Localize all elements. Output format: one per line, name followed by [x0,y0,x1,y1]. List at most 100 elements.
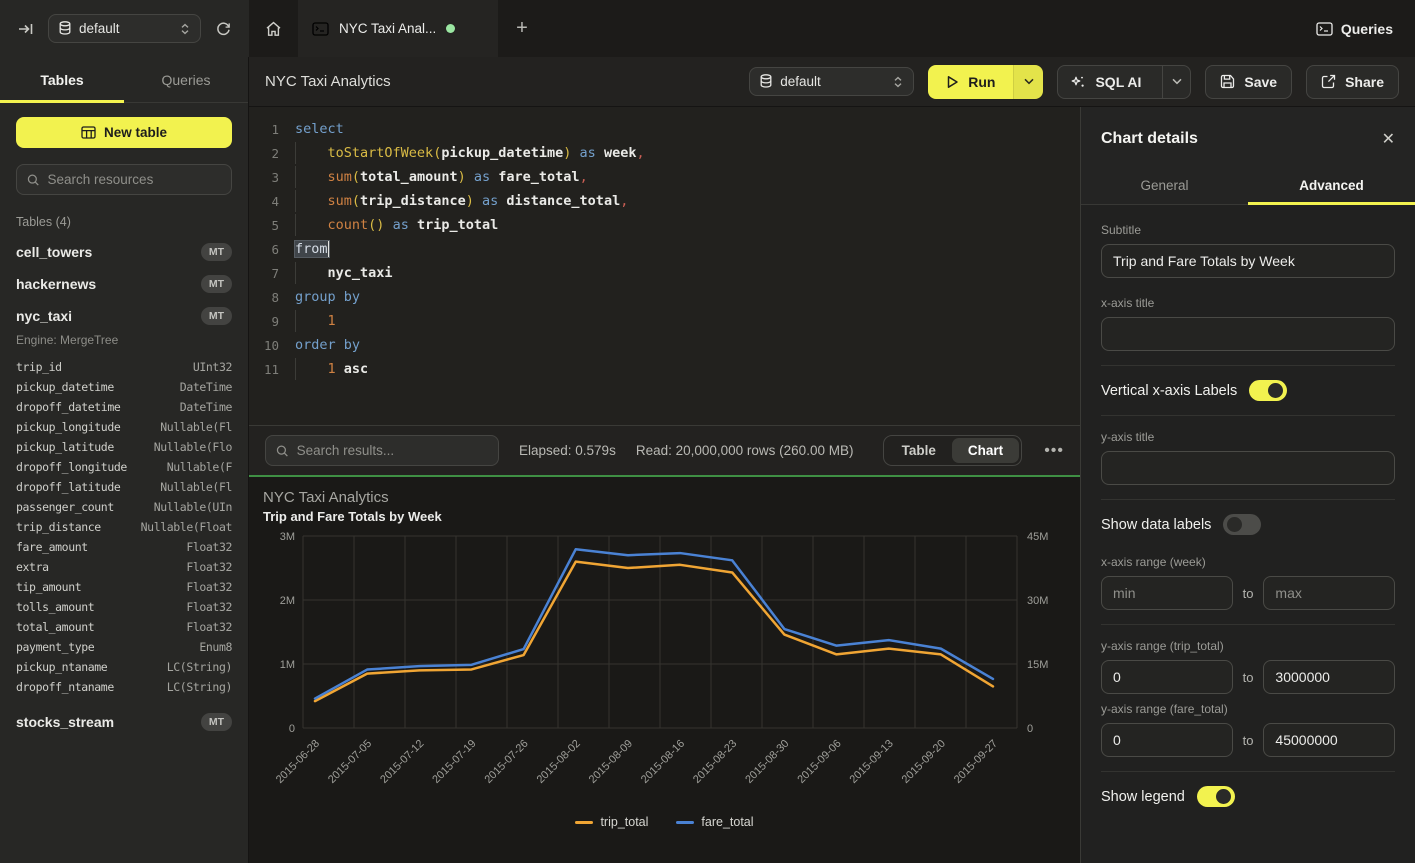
show-data-labels-label: Show data labels [1101,516,1212,533]
sidebar-search-input[interactable] [47,172,221,187]
tab-nyc-taxi-analytics[interactable]: NYC Taxi Anal... [298,0,498,57]
column-row[interactable]: passenger_count Nullable(UIn [16,500,232,514]
column-row[interactable]: pickup_longitude Nullable(Fl [16,420,232,434]
column-row[interactable]: tolls_amount Float32 [16,600,232,614]
column-row[interactable]: total_amount Float32 [16,620,232,634]
svg-text:2015-08-02: 2015-08-02 [535,738,583,786]
panel-body: Subtitle x-axis title Vertical x-axis La… [1081,205,1415,863]
tab-general[interactable]: General [1081,167,1248,204]
legend-item-fare_total[interactable]: fare_total [676,815,754,829]
topbar-database-selector[interactable]: default [48,14,201,43]
run-button[interactable]: Run [928,64,1014,99]
x-axis-title-input[interactable] [1101,317,1395,351]
column-row[interactable]: pickup_ntaname LC(String) [16,660,232,674]
results-more-button[interactable]: ••• [1044,441,1064,459]
y-range-trip-min-input[interactable] [1101,660,1233,694]
x-range-min-input[interactable] [1101,576,1233,610]
show-legend-toggle[interactable] [1196,786,1235,807]
svg-text:2015-06-28: 2015-06-28 [274,738,322,786]
sidebar-tab-tables[interactable]: Tables [0,57,124,103]
close-icon[interactable]: ✕ [1381,131,1395,148]
svg-text:2015-09-20: 2015-09-20 [900,738,948,786]
tab-advanced[interactable]: Advanced [1248,167,1415,205]
column-row[interactable]: dropoff_ntaname LC(String) [16,680,232,694]
svg-text:2015-08-16: 2015-08-16 [639,738,687,786]
topbar-database-value: default [79,21,120,36]
svg-text:2015-07-19: 2015-07-19 [430,738,478,786]
table-item-stocks-stream[interactable]: stocks_stream MT [16,713,232,731]
elapsed-time: Elapsed: 0.579s [519,443,616,458]
play-icon [948,75,958,88]
home-button[interactable] [249,0,298,57]
sql-editor[interactable]: 1 select 2 toStartOfWeek(pickup_datetime) … [249,107,1080,425]
table-item-hackernews[interactable]: hackernews MT [16,275,232,293]
y-range-fare-max-input[interactable] [1263,723,1395,757]
column-row[interactable]: fare_amount Float32 [16,540,232,554]
sidebar-search[interactable] [16,164,232,195]
collapse-sidebar-button[interactable] [12,15,40,43]
column-row[interactable]: payment_type Enum8 [16,640,232,654]
legend-item-trip_total[interactable]: trip_total [575,815,648,829]
toolbar-database-selector[interactable]: default [749,67,915,96]
main-area: NYC Taxi Analytics default Run [249,57,1415,863]
column-row[interactable]: extra Float32 [16,560,232,574]
home-icon [266,21,281,36]
column-row[interactable]: pickup_latitude Nullable(Flo [16,440,232,454]
save-button[interactable]: Save [1205,64,1293,99]
column-row[interactable]: trip_id UInt32 [16,360,232,374]
save-label: Save [1244,73,1278,90]
chevron-down-icon [1172,78,1182,85]
query-terminal-icon [312,21,329,36]
table-item-cell-towers[interactable]: cell_towers MT [16,243,232,261]
column-row[interactable]: trip_distance Nullable(Float [16,520,232,534]
chart-legend[interactable]: trip_total fare_total [263,815,1066,829]
chart-plot-area: 0 0 1M 15M 2M 30M 3M 45M 2015-06-28 2015-07-05 201… [263,528,1066,829]
chevron-down-icon [1024,78,1034,85]
tables-section-title: Tables (4) [16,215,71,229]
column-row[interactable]: dropoff_datetime DateTime [16,400,232,414]
engine-badge: MT [200,275,232,293]
queries-button[interactable]: Queries [1316,21,1393,37]
y-range-fare-min-input[interactable] [1101,723,1233,757]
results-search-input[interactable] [296,443,488,458]
svg-text:2015-09-27: 2015-09-27 [952,738,1000,786]
table-engine-label: Engine: MergeTree [16,333,119,347]
results-search[interactable] [265,435,499,466]
share-button[interactable]: Share [1306,64,1399,99]
y-range-trip-max-input[interactable] [1263,660,1395,694]
vertical-x-labels-toggle[interactable] [1249,380,1288,401]
svg-text:1M: 1M [280,659,295,671]
sql-ai-button[interactable]: SQL AI [1058,66,1153,98]
range-separator: to [1242,732,1254,748]
column-row[interactable]: dropoff_latitude Nullable(Fl [16,480,232,494]
engine-badge: MT [200,307,232,325]
svg-text:15M: 15M [1027,659,1048,671]
x-axis-title-label: x-axis title [1101,296,1155,310]
column-row[interactable]: tip_amount Float32 [16,580,232,594]
svg-text:2015-07-05: 2015-07-05 [326,738,374,786]
show-legend-label: Show legend [1101,788,1185,805]
view-toggle-table[interactable]: Table [886,438,952,463]
column-row[interactable]: pickup_datetime DateTime [16,380,232,394]
new-table-button[interactable]: New table [16,117,232,148]
y-axis-title-input[interactable] [1101,451,1395,485]
svg-text:2015-08-09: 2015-08-09 [587,738,635,786]
sidebar: Tables Queries New table Tables (4) cell… [0,57,249,863]
sidebar-tab-queries[interactable]: Queries [124,57,248,102]
view-toggle-chart[interactable]: Chart [951,438,1020,463]
refresh-button[interactable] [209,15,237,43]
run-options-button[interactable] [1013,64,1044,99]
svg-text:2015-09-06: 2015-09-06 [795,738,843,786]
x-range-max-input[interactable] [1263,576,1395,610]
sql-ai-options-button[interactable] [1162,65,1190,98]
column-row[interactable]: dropoff_longitude Nullable(F [16,460,232,474]
new-tab-button[interactable]: + [498,0,546,57]
subtitle-input[interactable] [1101,244,1395,278]
chevron-updown-icon [893,76,903,88]
show-data-labels-toggle[interactable] [1223,514,1262,535]
panel-title: Chart details [1101,130,1198,147]
queries-icon [1316,21,1333,36]
table-item-nyc-taxi[interactable]: nyc_taxi MT [16,307,232,325]
